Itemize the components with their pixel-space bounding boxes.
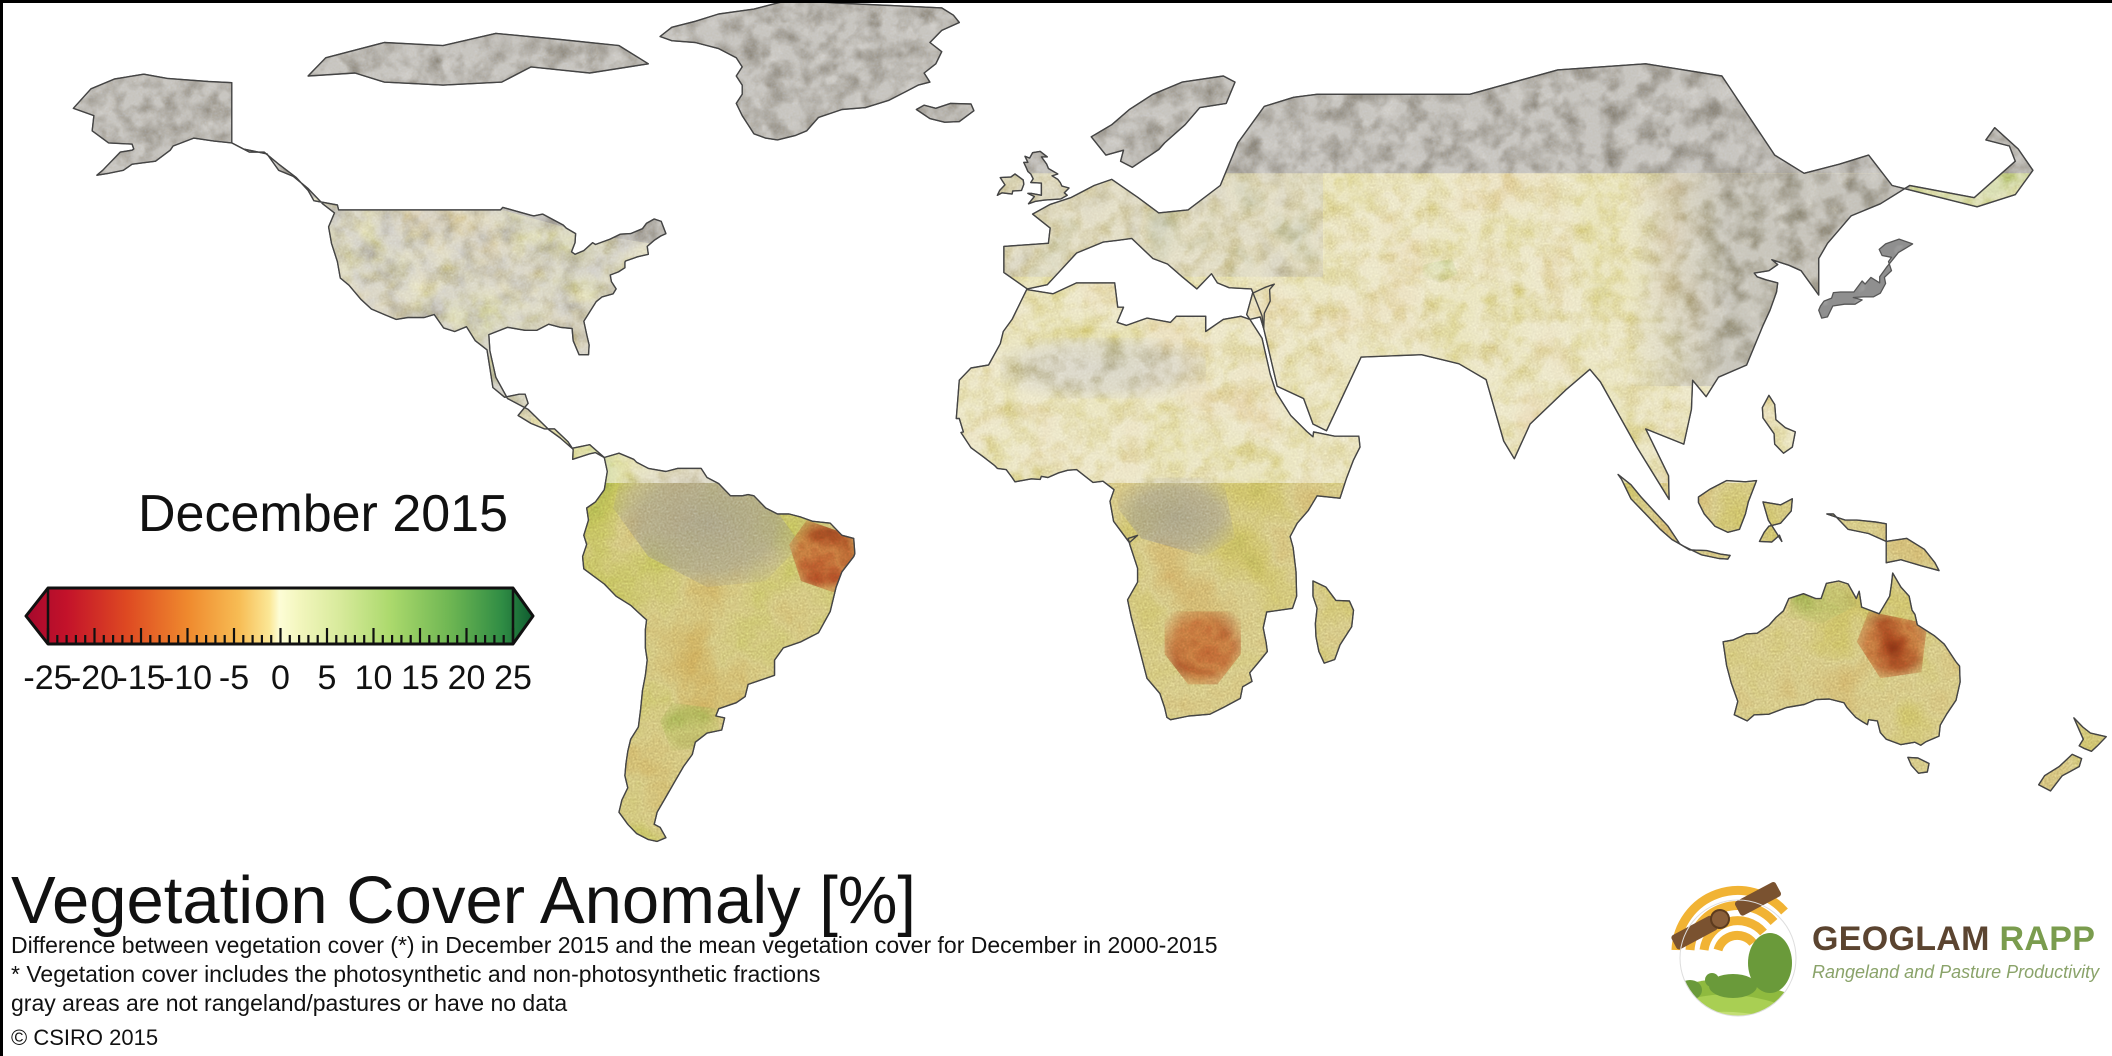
svg-text:Vegetation Cover Anomaly [%]: Vegetation Cover Anomaly [%] bbox=[11, 863, 916, 938]
svg-text:Difference between vegetation: Difference between vegetation cover (*) … bbox=[11, 932, 1218, 958]
svg-text:10: 10 bbox=[355, 659, 393, 697]
svg-text:-15: -15 bbox=[116, 659, 165, 697]
svg-text:gray areas are not rangeland/p: gray areas are not rangeland/pastures or… bbox=[11, 990, 567, 1016]
svg-text:25: 25 bbox=[494, 659, 532, 697]
svg-text:* Vegetation cover includes th: * Vegetation cover includes the photosyn… bbox=[11, 961, 820, 987]
svg-text:Rangeland and Pasture Producti: Rangeland and Pasture Productivity bbox=[1812, 962, 2100, 982]
svg-text:© CSIRO 2015: © CSIRO 2015 bbox=[11, 1025, 158, 1050]
svg-text:-10: -10 bbox=[163, 659, 212, 697]
svg-text:5: 5 bbox=[318, 659, 337, 697]
svg-text:-5: -5 bbox=[219, 659, 249, 697]
svg-text:-25: -25 bbox=[23, 659, 72, 697]
svg-text:0: 0 bbox=[271, 659, 290, 697]
svg-text:15: 15 bbox=[401, 659, 439, 697]
svg-text:-20: -20 bbox=[70, 659, 119, 697]
svg-text:GEOGLAM RAPP: GEOGLAM RAPP bbox=[1812, 920, 2095, 958]
svg-text:December 2015: December 2015 bbox=[138, 485, 508, 543]
svg-text:20: 20 bbox=[448, 659, 486, 697]
